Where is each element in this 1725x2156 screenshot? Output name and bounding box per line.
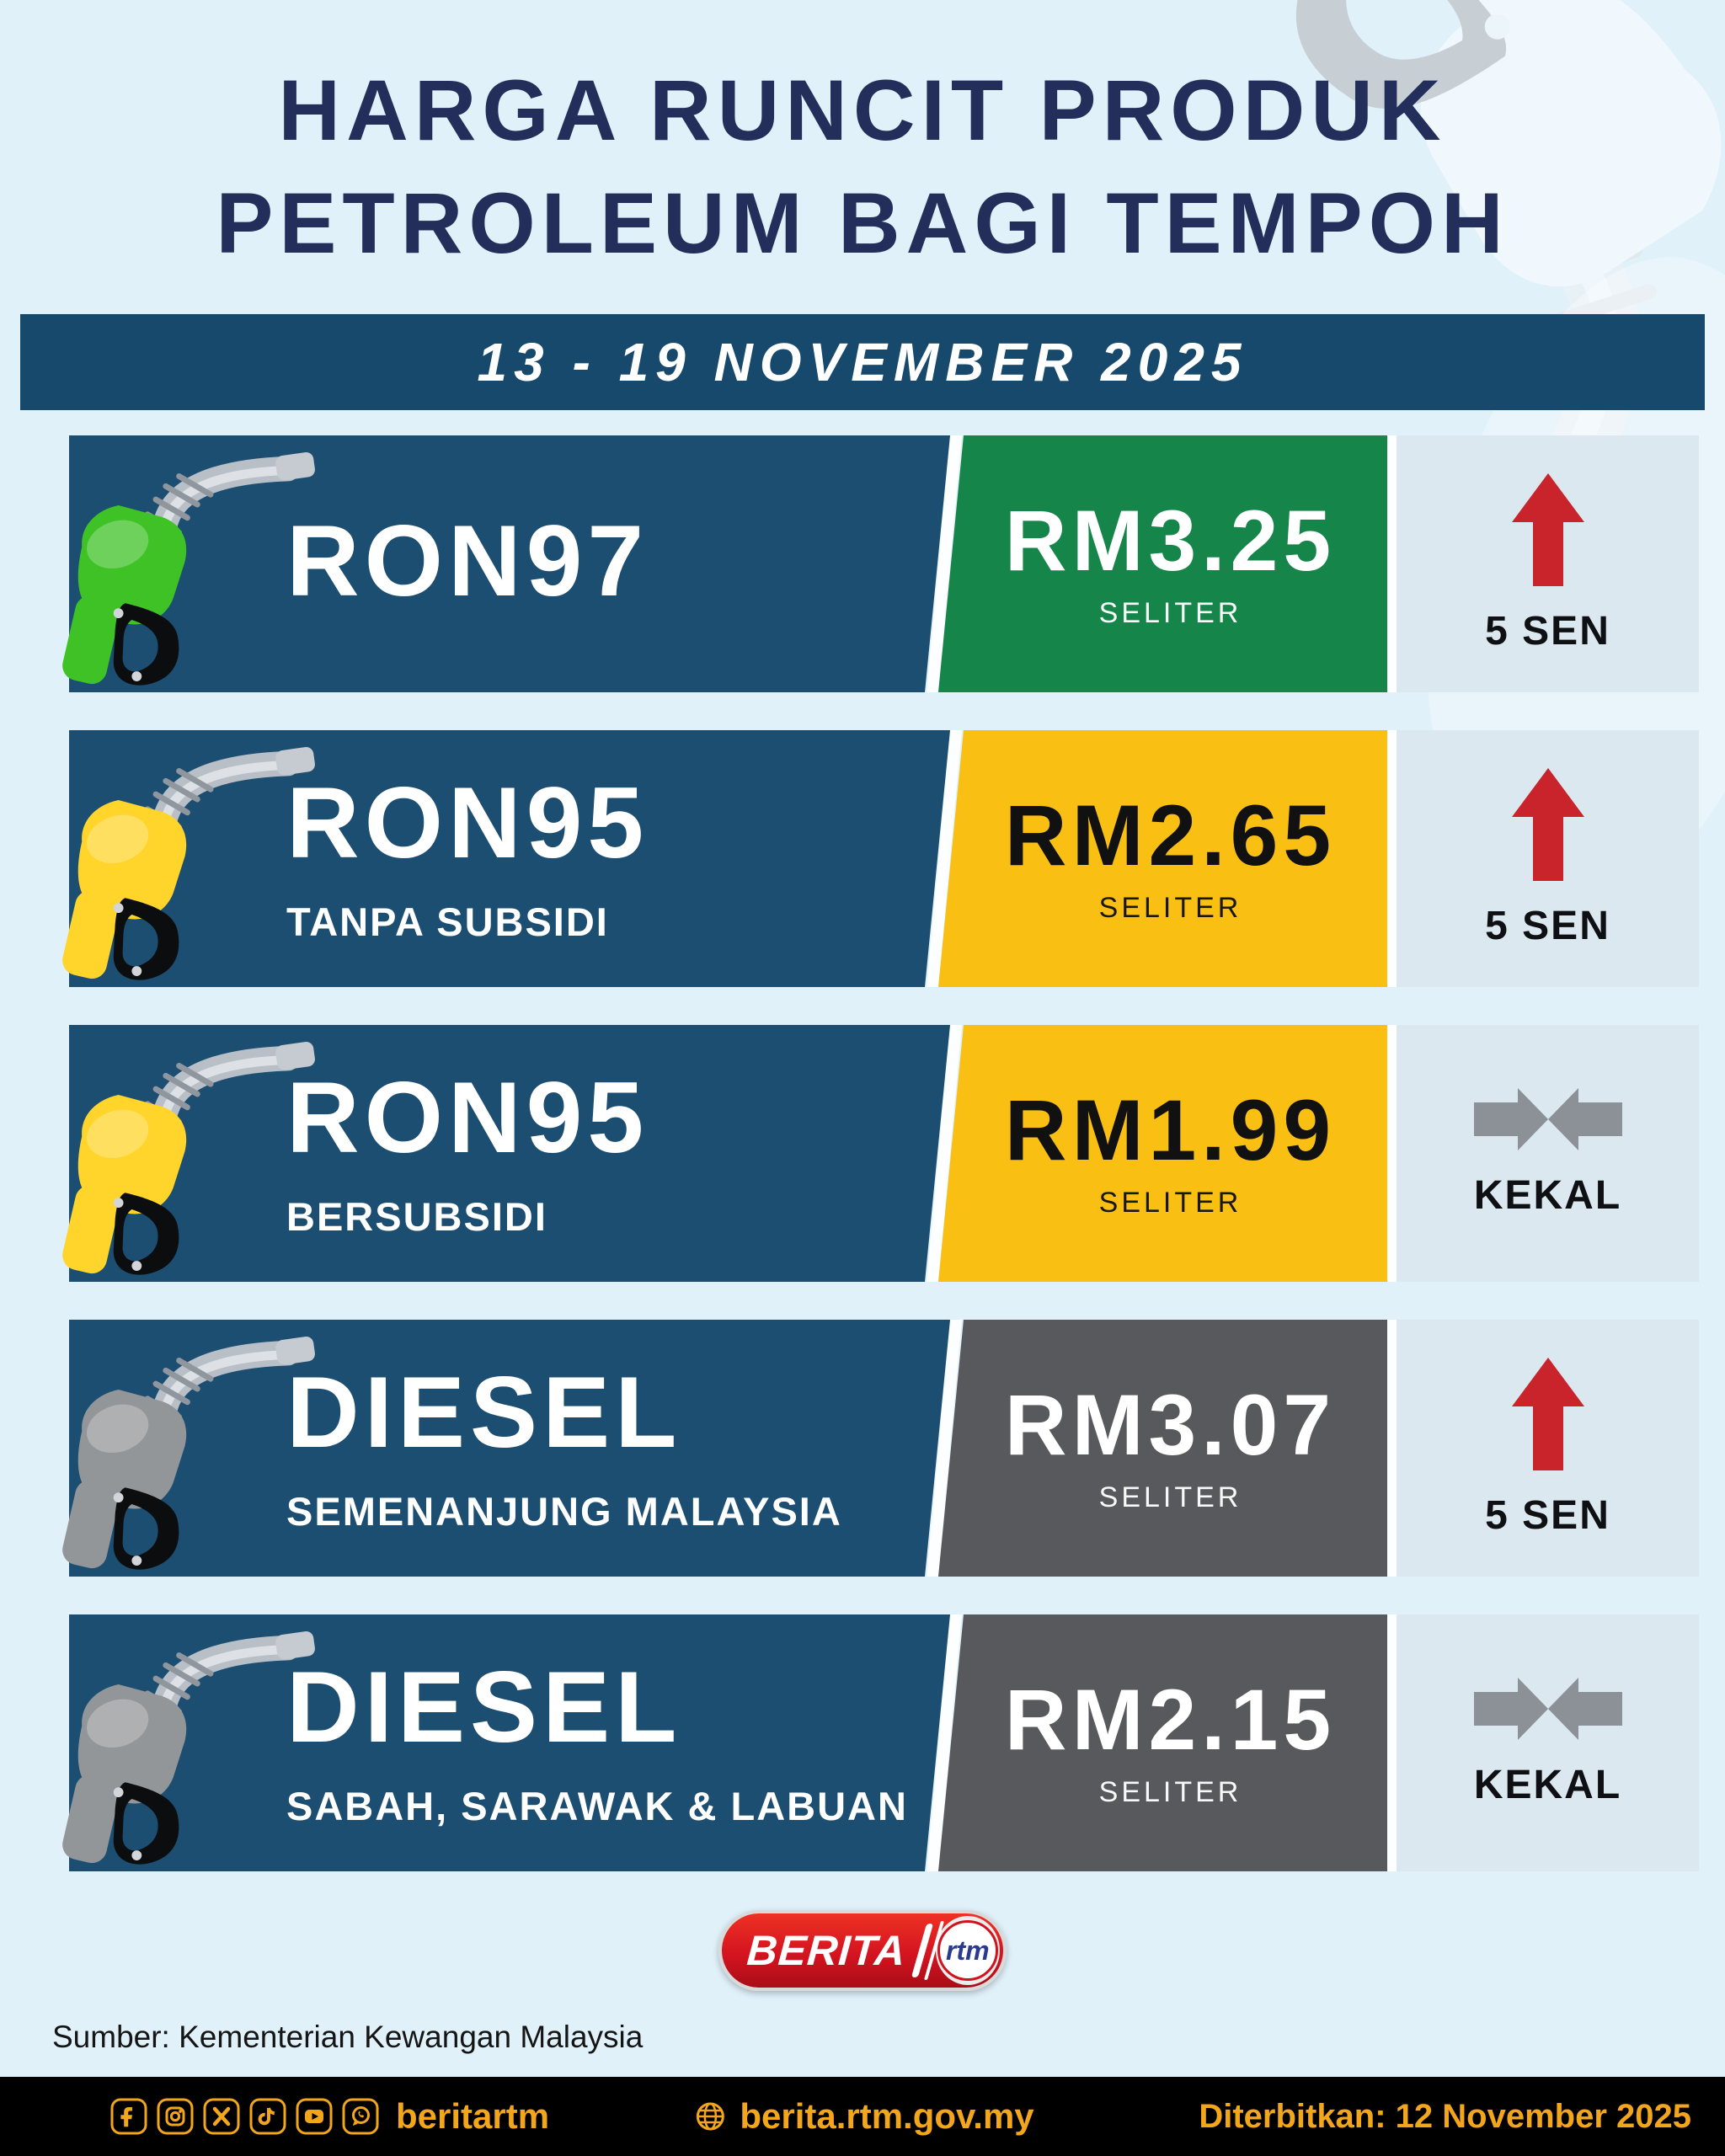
price-unit: SELITER [1098, 597, 1242, 629]
youtube-icon [296, 2098, 333, 2135]
period-banner: 13 - 19 NOVEMBER 2025 [20, 314, 1705, 410]
price-up-arrow-icon [1511, 768, 1584, 881]
fuel-name: RON95 [286, 766, 649, 879]
fuel-subtitle: SEMENANJUNG MALAYSIA [286, 1489, 842, 1534]
price-row: RON97 RM3.25 SELITER 5 SEN [0, 435, 1725, 692]
social-handle: beritartm [396, 2096, 550, 2136]
fuel-subtitle: BERSUBSIDI [286, 1194, 547, 1239]
price-up-arrow-icon [1511, 1358, 1584, 1470]
fuel-price: RM3.07 [1004, 1377, 1337, 1473]
fuel-name: DIESEL [286, 1651, 682, 1764]
berita-rtm-logo: BERITA rtm [718, 1910, 1007, 1991]
fuel-price: RM2.15 [1004, 1672, 1337, 1768]
fuel-name: RON95 [286, 1061, 649, 1174]
rtm-badge: rtm [935, 1916, 1000, 1985]
berita-wordmark: BERITA [745, 1927, 908, 1974]
change-label: 5 SEN [1485, 1493, 1610, 1538]
price-panel: RM1.99 SELITER [938, 1025, 1387, 1282]
website-url: berita.rtm.gov.my [740, 2096, 1034, 2136]
price-unchanged-icon [1473, 1678, 1622, 1740]
tiktok-icon [249, 2098, 286, 2135]
price-unit: SELITER [1098, 1776, 1242, 1808]
page-title: HARGA RUNCIT PRODUK PETROLEUM BAGI TEMPO… [0, 54, 1725, 280]
fuel-name: DIESEL [286, 1356, 682, 1469]
price-row: RON95 TANPA SUBSIDI RM2.65 SELITER 5 SEN [0, 730, 1725, 987]
price-row: DIESEL SEMENANJUNG MALAYSIA RM3.07 SELIT… [0, 1320, 1725, 1577]
price-up-arrow-icon [1511, 473, 1584, 586]
published-date: Diterbitkan: 12 November 2025 [1199, 2097, 1691, 2135]
rtm-wordmark: rtm [945, 1935, 990, 1966]
price-panel: RM3.07 SELITER [938, 1320, 1387, 1577]
change-panel: KEKAL [1397, 1614, 1699, 1871]
price-row: RON95 BERSUBSIDI RM1.99 SELITER KEKAL [0, 1025, 1725, 1282]
fuel-name-bar: RON95 BERSUBSIDI [69, 1025, 950, 1282]
price-unchanged-icon [1473, 1088, 1622, 1150]
change-label: 5 SEN [1485, 609, 1610, 654]
price-row: DIESEL SABAH, SARAWAK & LABUAN RM2.15 SE… [0, 1614, 1725, 1871]
price-panel: RM2.65 SELITER [938, 730, 1387, 987]
logo-swoosh [911, 1924, 934, 1977]
title-line-2: PETROLEUM BAGI TEMPOH [216, 175, 1509, 271]
globe-icon [696, 2102, 724, 2131]
divider-stripe [1387, 1320, 1397, 1577]
price-panel: RM2.15 SELITER [938, 1614, 1387, 1871]
change-label: KEKAL [1473, 1763, 1622, 1807]
price-unit: SELITER [1098, 1187, 1242, 1219]
fuel-nozzle-icon [39, 735, 329, 980]
change-panel: KEKAL [1397, 1025, 1699, 1282]
divider-stripe [1387, 1614, 1397, 1871]
price-unit: SELITER [1098, 892, 1242, 924]
fuel-subtitle: TANPA SUBSIDI [286, 899, 609, 944]
price-panel: RM3.25 SELITER [938, 435, 1387, 692]
rtm-badge-inner: rtm [937, 1920, 998, 1981]
source-note: Sumber: Kementerian Kewangan Malaysia [52, 2020, 644, 2054]
fuel-nozzle-icon [39, 440, 329, 686]
fuel-price: RM2.65 [1004, 787, 1337, 883]
divider-stripe [1387, 435, 1397, 692]
price-unit: SELITER [1098, 1481, 1242, 1513]
change-label: 5 SEN [1485, 904, 1610, 948]
change-panel: 5 SEN [1397, 730, 1699, 987]
fuel-nozzle-icon [39, 1325, 329, 1570]
whatsapp-icon [342, 2098, 379, 2135]
fuel-subtitle: SABAH, SARAWAK & LABUAN [286, 1784, 908, 1828]
change-label: KEKAL [1473, 1173, 1622, 1218]
change-panel: 5 SEN [1397, 1320, 1699, 1577]
fuel-nozzle-icon [39, 1030, 329, 1275]
x-icon [203, 2098, 240, 2135]
footer-bar: beritartm berita.rtm.gov.my Diterbitkan:… [0, 2077, 1725, 2156]
footer-social: beritartm [109, 2096, 549, 2137]
fuel-name-bar: RON95 TANPA SUBSIDI [69, 730, 950, 987]
facebook-icon [110, 2098, 147, 2135]
fuel-name: RON97 [286, 504, 649, 617]
instagram-icon [157, 2098, 194, 2135]
title-line-1: HARGA RUNCIT PRODUK [278, 62, 1447, 158]
period-text: 13 - 19 NOVEMBER 2025 [477, 332, 1248, 392]
divider-stripe [1387, 1025, 1397, 1282]
footer-website: berita.rtm.gov.my [691, 2096, 1034, 2137]
divider-stripe [1387, 730, 1397, 987]
fuel-nozzle-icon [39, 1620, 329, 1865]
fuel-price: RM1.99 [1004, 1082, 1337, 1178]
fuel-price: RM3.25 [1004, 493, 1337, 589]
change-panel: 5 SEN [1397, 435, 1699, 692]
